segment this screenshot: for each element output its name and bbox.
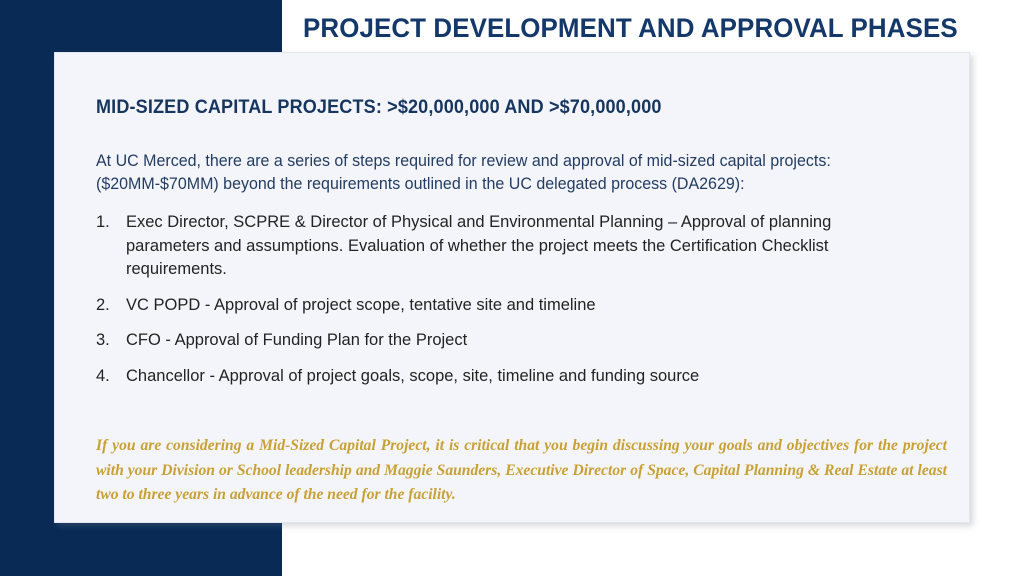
list-item-number: 1. — [96, 213, 110, 231]
page-title: PROJECT DEVELOPMENT AND APPROVAL PHASES — [303, 13, 958, 43]
list-item: 4. Chancellor - Approval of project goal… — [96, 365, 896, 389]
list-item-number: 3. — [96, 331, 110, 349]
intro-paragraph: At UC Merced, there are a series of step… — [96, 152, 831, 193]
approval-steps-list: 1. Exec Director, SCPRE & Director of Ph… — [96, 211, 896, 400]
list-item: 1. Exec Director, SCPRE & Director of Ph… — [96, 211, 916, 282]
list-item: 2. VC POPD - Approval of project scope, … — [96, 294, 896, 318]
list-item-text: VC POPD - Approval of project scope, ten… — [126, 295, 596, 314]
list-item-text: Exec Director, SCPRE & Director of Physi… — [126, 213, 832, 278]
list-item-text: Chancellor - Approval of project goals, … — [126, 366, 700, 385]
advisory-note: If you are considering a Mid-Sized Capit… — [96, 437, 947, 503]
section-heading: MID-SIZED CAPITAL PROJECTS: >$20,000,000… — [96, 97, 662, 118]
list-item: 3. CFO - Approval of Funding Plan for th… — [96, 329, 896, 353]
list-item-number: 2. — [96, 295, 110, 314]
content-card — [54, 52, 970, 523]
list-item-number: 4. — [96, 366, 110, 385]
list-item-text: CFO - Approval of Funding Plan for the P… — [126, 331, 468, 349]
